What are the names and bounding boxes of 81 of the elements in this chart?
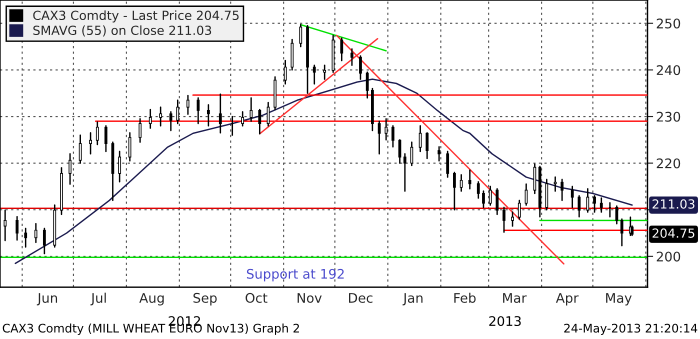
- text: 2013: [489, 316, 521, 326]
- x-tick-label: Feb: [454, 292, 476, 303]
- x-tick-label: Sep: [193, 292, 217, 306]
- line-series: [14, 78, 633, 264]
- x-tick-label: Jan: [402, 293, 422, 306]
- candlestick: [518, 200, 521, 220]
- candlestick: [169, 111, 172, 132]
- candlestick: [118, 150, 122, 182]
- x-tick-label: Dec: [349, 293, 372, 303]
- x-tick-label: Oct: [246, 292, 268, 303]
- candlestick: [426, 132, 429, 160]
- candlestick: [600, 197, 603, 213]
- candlestick: [403, 153, 406, 192]
- candlestick: [384, 118, 388, 141]
- candlestick: [148, 108, 152, 129]
- y-tick-label: 250: [656, 18, 680, 29]
- candlestick: [312, 64, 316, 85]
- candlestick: [593, 195, 596, 213]
- candlestick: [340, 38, 344, 62]
- candlestick: [350, 48, 354, 66]
- x-tick-label: Jun: [36, 293, 58, 306]
- candlestick: [258, 108, 262, 134]
- candlestick: [128, 132, 132, 162]
- candlestick: [16, 216, 19, 241]
- candlestick: [176, 100, 180, 124]
- y-tick-label: 230: [656, 112, 680, 122]
- x-tick-label: Apr: [556, 293, 579, 306]
- x-tick-label: Nov: [298, 293, 322, 303]
- candlestick: [476, 181, 480, 199]
- candlestick: [446, 150, 450, 178]
- candlestick: [159, 106, 162, 127]
- candlestick: [488, 186, 492, 206]
- candlestick: [359, 55, 362, 80]
- candlestick: [511, 211, 514, 227]
- candlestick: [78, 134, 82, 164]
- candlestick: [250, 97, 253, 122]
- candlestick: [34, 223, 38, 244]
- legend-label: SMAVG (55) on Close 211.03: [33, 25, 212, 36]
- candlestick: [241, 111, 244, 127]
- candlestick: [24, 228, 28, 248]
- x-tick-label: Aug: [139, 293, 164, 306]
- candlestick: [468, 169, 472, 190]
- y-tick-label: 240: [656, 65, 680, 76]
- candlestick: [4, 210, 7, 242]
- x-tick-label: Mar: [503, 293, 527, 303]
- candlestick: [482, 190, 485, 208]
- candlestick: [206, 104, 210, 127]
- candlestick: [186, 94, 190, 115]
- candlestick: [96, 121, 99, 146]
- annotation: Support at 192: [246, 268, 344, 282]
- candlestick: [620, 218, 624, 246]
- text: CAX3 Comdty (MILL WHEAT EURO Nov13) Graph 2: [2, 324, 299, 335]
- candlestick: [284, 60, 287, 85]
- y-tick-label: 200: [656, 252, 680, 262]
- candlestick: [42, 228, 46, 254]
- candlestick: [391, 125, 394, 148]
- candlestick: [196, 97, 200, 124]
- candlestick: [290, 38, 294, 71]
- candlestick: [453, 172, 456, 210]
- x-tick-label: Jul: [90, 292, 106, 306]
- candlestick: [68, 153, 72, 185]
- y-tick-label: 220: [656, 158, 680, 168]
- candlestick: [299, 24, 302, 48]
- candlestick: [218, 93, 222, 134]
- candlestick: [366, 72, 369, 99]
- candlestick: [323, 64, 326, 80]
- candlestick: [438, 146, 441, 162]
- text: 211.03: [652, 199, 694, 209]
- text: 204.75: [652, 228, 694, 238]
- candlestick: [138, 118, 142, 143]
- candlestick: [460, 174, 463, 192]
- candlestick: [89, 132, 92, 155]
- legend-label: CAX3 Comdty - Last Price 204.75: [33, 10, 239, 22]
- candlestick: [570, 186, 574, 208]
- text: 24-May-2013 21:20:14: [564, 324, 698, 335]
- x-tick-label: May: [606, 293, 632, 306]
- candlestick: [560, 178, 564, 202]
- candlestick: [502, 206, 506, 233]
- candlestick: [104, 125, 108, 152]
- candlestick: [496, 188, 499, 216]
- candlestick: [578, 195, 581, 218]
